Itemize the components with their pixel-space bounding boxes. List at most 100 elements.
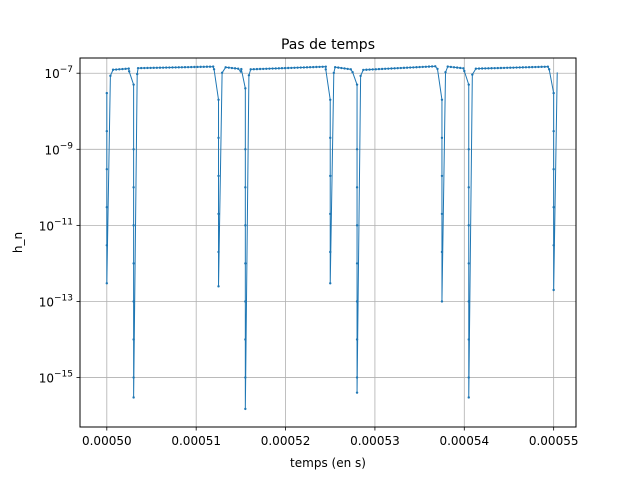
data-point xyxy=(168,66,171,69)
data-point xyxy=(318,65,321,69)
data-point xyxy=(287,66,290,70)
data-point xyxy=(302,66,306,69)
data-point xyxy=(449,65,453,69)
data-point xyxy=(244,338,247,341)
y-tick-label: 10−7 xyxy=(44,65,73,81)
data-point xyxy=(524,66,528,69)
data-point xyxy=(340,66,343,70)
data-point xyxy=(531,65,534,69)
data-point xyxy=(351,70,354,74)
y-tick-label: 10−15 xyxy=(39,370,73,386)
data-point xyxy=(467,262,470,265)
data-point xyxy=(402,66,406,70)
data-point xyxy=(233,67,237,70)
data-point xyxy=(444,71,447,74)
data-point xyxy=(499,66,503,70)
data-point xyxy=(452,66,456,69)
data-point xyxy=(434,65,437,68)
x-tick-label: 0.00052 xyxy=(261,434,311,448)
data-point xyxy=(277,67,281,70)
data-point xyxy=(132,148,135,151)
data-point xyxy=(255,67,259,71)
data-point xyxy=(136,66,140,70)
data-point xyxy=(474,67,478,70)
chart-title: Pas de temps xyxy=(281,37,375,53)
data-point xyxy=(374,68,378,71)
data-point xyxy=(552,91,555,95)
data-point xyxy=(421,65,424,69)
data-point xyxy=(371,68,374,71)
data-point xyxy=(293,66,296,69)
data-point xyxy=(346,67,349,71)
data-point xyxy=(280,67,284,70)
data-point xyxy=(329,98,332,102)
data-point xyxy=(217,98,220,102)
data-point xyxy=(186,65,190,69)
data-point xyxy=(127,67,130,70)
data-point xyxy=(199,65,202,69)
data-point xyxy=(393,67,396,70)
data-point xyxy=(329,250,332,254)
data-point xyxy=(171,66,174,69)
data-point xyxy=(121,67,124,71)
data-point xyxy=(436,67,439,71)
x-tick-label: 0.00050 xyxy=(82,434,132,448)
data-point xyxy=(217,250,220,254)
data-point xyxy=(490,67,493,70)
data-point xyxy=(321,65,324,68)
data-point xyxy=(521,66,525,69)
x-tick-label: 0.00054 xyxy=(439,434,489,448)
data-point xyxy=(480,67,484,70)
data-point xyxy=(283,66,287,70)
data-point xyxy=(305,66,309,69)
data-point xyxy=(140,66,143,70)
data-point xyxy=(239,70,243,73)
data-point xyxy=(118,68,121,71)
data-point xyxy=(493,66,496,70)
data-point xyxy=(355,391,359,394)
data-point xyxy=(127,70,131,73)
data-point xyxy=(518,66,521,69)
data-point xyxy=(244,224,247,227)
y-tick-label: 10−9 xyxy=(44,141,73,157)
data-point xyxy=(124,67,127,71)
data-point xyxy=(515,66,518,69)
data-point xyxy=(329,282,332,285)
data-point xyxy=(105,282,109,285)
data-point xyxy=(324,68,327,71)
y-tick-label: 10−11 xyxy=(39,217,73,233)
data-point xyxy=(217,212,220,216)
data-point xyxy=(244,186,247,189)
data-point xyxy=(552,244,555,247)
data-point xyxy=(467,148,470,151)
data-point xyxy=(244,407,247,411)
axes-frame xyxy=(79,57,577,428)
data-point xyxy=(258,67,262,71)
data-point xyxy=(329,212,332,216)
data-point xyxy=(487,67,490,70)
data-point xyxy=(467,224,470,227)
data-point xyxy=(149,66,152,70)
data-point xyxy=(109,74,112,78)
y-axis-label: h_n xyxy=(11,232,25,253)
x-tick-label: 0.00055 xyxy=(529,434,579,448)
data-point xyxy=(244,300,247,303)
data-point xyxy=(217,285,220,288)
data-point xyxy=(368,68,371,71)
data-point xyxy=(467,186,470,189)
data-point xyxy=(132,262,135,265)
data-point xyxy=(158,66,162,69)
data-point xyxy=(409,66,412,69)
data-point xyxy=(329,174,332,178)
data-point xyxy=(427,65,431,68)
data-point xyxy=(105,244,109,247)
data-point xyxy=(299,66,302,69)
data-point xyxy=(362,68,365,72)
data-point xyxy=(143,66,146,70)
data-point xyxy=(196,65,199,69)
data-point xyxy=(244,148,247,151)
data-point xyxy=(217,136,220,140)
data-point xyxy=(547,68,551,71)
plot-area xyxy=(105,65,558,411)
